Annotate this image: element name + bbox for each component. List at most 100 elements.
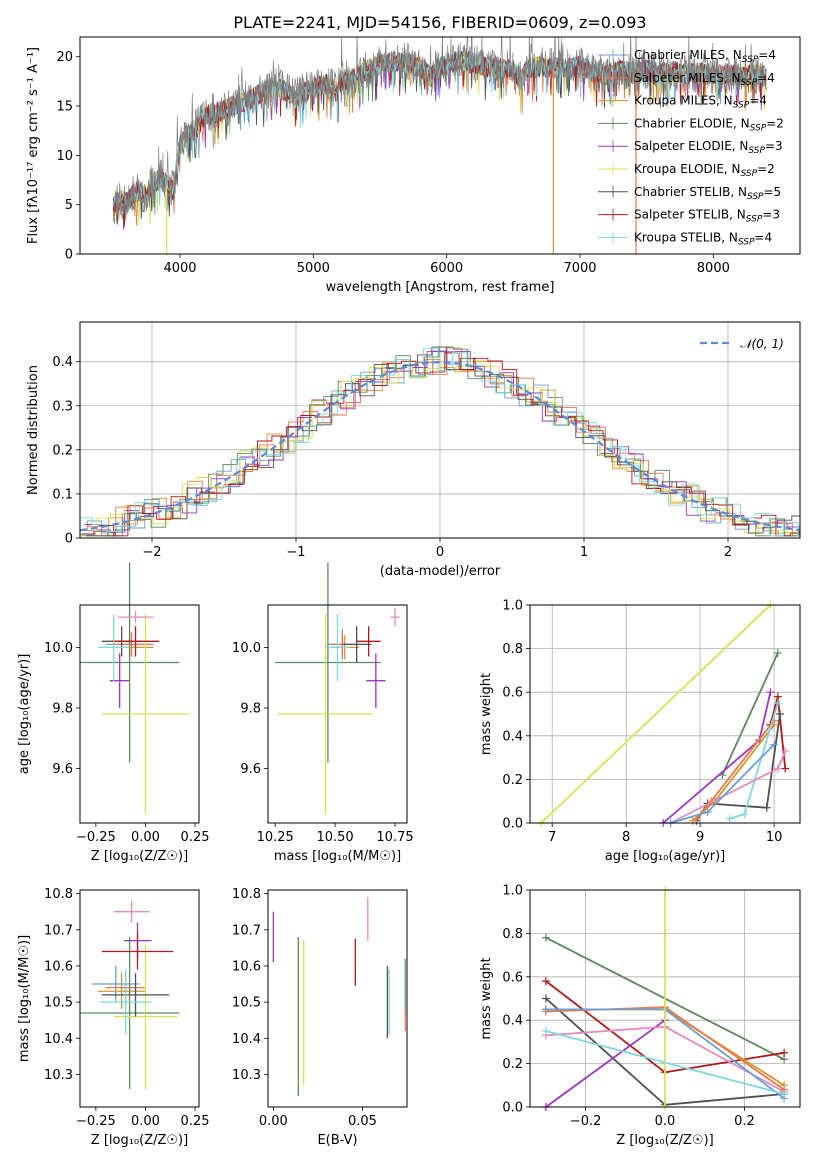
- legend-label: Chabrier MILES, NSSP=4: [634, 48, 776, 65]
- legend-label: Chabrier ELODIE, NSSP=2: [634, 116, 784, 133]
- x-tick-label: −1: [286, 545, 305, 560]
- weight-line-3: [545, 1019, 666, 1108]
- legend-label: Salpeter MILES, NSSP=4: [634, 71, 775, 88]
- weight-marker: [541, 1027, 550, 1036]
- y-tick-label: 10.8: [232, 887, 261, 902]
- y-tick-label: 10.3: [232, 1068, 261, 1083]
- x-tick-label: 10.75: [376, 830, 413, 845]
- y-tick-label: 9.8: [52, 701, 73, 716]
- axes-5: [76, 893, 196, 1111]
- x-tick-label: 1: [580, 545, 588, 560]
- weight-marker: [725, 814, 734, 823]
- y-tick-label: 10: [56, 149, 73, 164]
- weight-marker: [541, 994, 550, 1003]
- x-axis-label: Z [log₁₀(Z/Z☉)]: [91, 1133, 188, 1148]
- y-tick-label: 20: [56, 50, 73, 65]
- x-tick-label: 0.0: [655, 1114, 676, 1129]
- x-tick-label: 8000: [697, 261, 730, 276]
- weight-marker: [703, 808, 712, 817]
- y-tick-label: 9.8: [240, 701, 261, 716]
- weight-marker: [773, 648, 782, 657]
- weight-marker: [541, 977, 550, 986]
- residual-histogram-5: [81, 360, 800, 537]
- axes-frame: [79, 321, 801, 539]
- y-axis-label: mass weight: [479, 957, 494, 1039]
- legend-label: Kroupa STELIB, NSSP=4: [634, 230, 772, 247]
- x-tick-label: 0.25: [181, 1114, 210, 1129]
- y-tick-label: 10.8: [44, 887, 73, 902]
- x-tick-label: 7: [548, 830, 556, 845]
- axes-frame: [79, 889, 200, 1108]
- legend-label: Salpeter STELIB, NSSP=3: [634, 208, 780, 225]
- x-tick-label: 7000: [563, 261, 596, 276]
- legend-label: Kroupa MILES, NSSP=4: [634, 94, 767, 111]
- residual-histogram-1: [87, 347, 800, 537]
- weight-marker: [740, 810, 749, 819]
- weight-marker: [781, 764, 790, 773]
- x-tick-label: −0.25: [76, 1114, 116, 1129]
- x-tick-label: −0.25: [76, 830, 116, 845]
- weight-marker: [766, 688, 775, 697]
- x-tick-label: 2: [724, 545, 732, 560]
- weight-marker: [773, 699, 782, 708]
- x-tick-label: 0: [436, 545, 444, 560]
- y-tick-label: 0.2: [502, 773, 523, 788]
- residual-histogram-0: [80, 350, 800, 537]
- legend-label: Chabrier STELIB, NSSP=5: [634, 185, 781, 202]
- y-tick-label: 0.6: [502, 686, 523, 701]
- y-tick-label: 0.0: [502, 1101, 523, 1116]
- weight-marker: [770, 740, 779, 749]
- weight-marker: [780, 1048, 789, 1057]
- weight-marker: [780, 1089, 789, 1098]
- weight-marker: [541, 933, 550, 942]
- axes-frame: [529, 889, 801, 1108]
- y-tick-label: 10.6: [44, 959, 73, 974]
- x-axis-label: Z [log₁₀(Z/Z☉)]: [91, 849, 188, 864]
- y-tick-label: 0: [65, 248, 73, 263]
- y-axis-label: Normed distribution: [26, 365, 41, 495]
- x-tick-label: 0.00: [259, 1114, 288, 1129]
- y-tick-label: 10.7: [232, 923, 261, 938]
- x-tick-label: 4000: [163, 261, 196, 276]
- y-tick-label: 0.8: [502, 927, 523, 942]
- y-tick-label: 0: [65, 532, 73, 547]
- y-tick-label: 0.8: [502, 642, 523, 657]
- x-tick-label: 9: [696, 830, 704, 845]
- y-tick-label: 0.1: [52, 487, 73, 502]
- residual-histogram-8: [80, 347, 800, 537]
- y-tick-label: 0.2: [52, 443, 73, 458]
- x-axis-label: age [log₁₀(age/yr)]: [605, 849, 726, 864]
- y-tick-label: 0.4: [52, 355, 73, 370]
- x-tick-label: 10.50: [316, 830, 353, 845]
- x-tick-label: 0.05: [348, 1114, 377, 1129]
- axes-4: [526, 604, 800, 827]
- x-tick-label: 5000: [297, 261, 330, 276]
- y-axis-label: mass [log₁₀(M/M☉)]: [17, 935, 32, 1062]
- y-axis-label: Flux [fλ10⁻¹⁷ erg cm⁻² s⁻¹ A⁻¹]: [26, 47, 41, 244]
- x-axis-label: mass [log₁₀(M/M☉)]: [274, 849, 401, 864]
- x-tick-label: 0.00: [131, 1114, 160, 1129]
- x-tick-label: 8: [622, 830, 630, 845]
- normal-curve: [79, 360, 801, 532]
- y-tick-label: 0.6: [502, 970, 523, 985]
- data-spectrum: [112, 37, 768, 225]
- axes-frame: [79, 604, 200, 824]
- x-tick-label: 0.25: [181, 830, 210, 845]
- y-tick-label: 9.6: [240, 762, 261, 777]
- y-tick-label: 5: [65, 198, 73, 213]
- axes-0: [76, 56, 714, 258]
- x-axis-label: wavelength [Angstrom, rest frame]: [326, 280, 555, 295]
- y-tick-label: 10.4: [232, 1032, 261, 1047]
- y-tick-label: 0.4: [502, 729, 523, 744]
- y-tick-label: 10.3: [44, 1068, 73, 1083]
- weight-marker: [781, 747, 790, 756]
- y-tick-label: 10.0: [232, 641, 261, 656]
- axes-3: [264, 646, 396, 827]
- y-tick-label: 0.0: [502, 817, 523, 832]
- y-tick-label: 0.2: [502, 1057, 523, 1072]
- weight-marker: [773, 764, 782, 773]
- y-tick-label: 1.0: [502, 884, 523, 899]
- y-tick-label: 10.5: [44, 996, 73, 1011]
- residual-histogram-4: [81, 351, 800, 535]
